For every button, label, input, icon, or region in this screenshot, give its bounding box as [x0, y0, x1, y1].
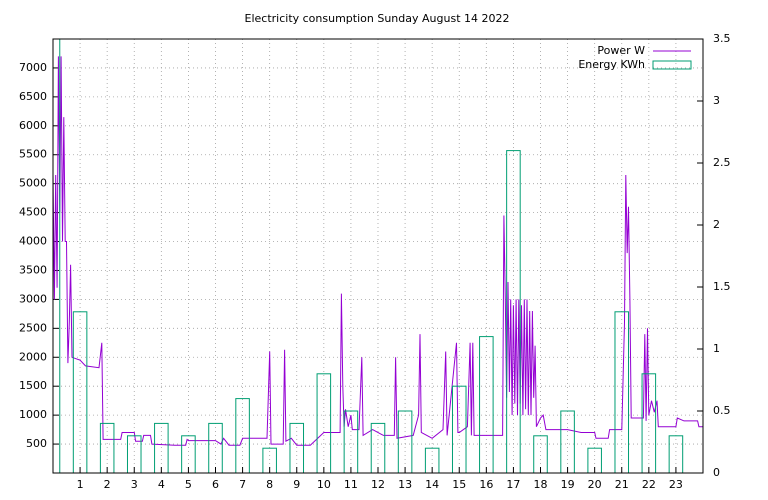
- plot-border: [52, 38, 704, 474]
- y-tick-label: 2500: [19, 321, 47, 334]
- energy-box: [262, 447, 277, 473]
- energy-box: [397, 410, 413, 473]
- energy-box: [99, 422, 115, 473]
- y2-tick-label: 1: [713, 342, 720, 355]
- y-tick-label: 7000: [19, 61, 47, 74]
- x-tick-label: 4: [158, 478, 165, 491]
- x-tick-label: 11: [344, 478, 358, 491]
- y2-tick-label: 2: [713, 218, 720, 231]
- x-tick-label: 12: [371, 478, 385, 491]
- energy-box: [587, 447, 602, 473]
- legend-label: Power W: [597, 44, 645, 57]
- x-tick-label: 3: [131, 478, 138, 491]
- y2-tick-label: 3: [713, 94, 720, 107]
- y2-tick-label: 1.5: [713, 280, 731, 293]
- y-tick-label: 5000: [19, 177, 47, 190]
- x-tick-label: 1: [77, 478, 84, 491]
- legend-label: Energy KWh: [578, 58, 645, 71]
- y-tick-label: 5500: [19, 148, 47, 161]
- y-tick-label: 500: [26, 437, 47, 450]
- y-tick-label: 3000: [19, 292, 47, 305]
- energy-box: [451, 385, 467, 473]
- x-tick-label: 21: [615, 478, 629, 491]
- energy-box: [479, 336, 494, 473]
- y2-tick-label: 2.5: [713, 156, 731, 169]
- x-tick-label: 19: [561, 478, 575, 491]
- energy-box: [560, 410, 575, 473]
- energy-box: [289, 422, 305, 473]
- x-tick-label: 6: [212, 478, 219, 491]
- x-tick-label: 18: [534, 478, 548, 491]
- x-tick-label: 15: [452, 478, 466, 491]
- y2-tick-label: 0: [713, 466, 720, 479]
- energy-box: [235, 398, 250, 473]
- energy-box: [154, 422, 169, 473]
- energy-box: [208, 422, 223, 473]
- x-tick-label: 5: [185, 478, 192, 491]
- x-tick-label: 20: [588, 478, 602, 491]
- x-tick-label: 2: [104, 478, 111, 491]
- energy-box: [506, 150, 521, 473]
- x-tick-label: 14: [425, 478, 439, 491]
- plot-area: [53, 39, 703, 473]
- y-tick-label: 6500: [19, 90, 47, 103]
- energy-box: [343, 410, 359, 473]
- y-tick-label: 3500: [19, 263, 47, 276]
- y-tick-label: 2000: [19, 350, 47, 363]
- x-tick-label: 8: [266, 478, 273, 491]
- x-tick-label: 22: [642, 478, 656, 491]
- power-line: [53, 56, 703, 446]
- x-tick-label: 17: [506, 478, 520, 491]
- x-tick-label: 16: [479, 478, 493, 491]
- legend-swatch: [652, 60, 692, 70]
- chart-title: Electricity consumption Sunday August 14…: [245, 12, 510, 25]
- x-tick-label: 7: [239, 478, 246, 491]
- y2-tick-label: 3.5: [713, 32, 731, 45]
- energy-box: [424, 447, 440, 473]
- y-tick-label: 6000: [19, 119, 47, 132]
- y-tick-label: 1000: [19, 408, 47, 421]
- y-tick-label: 4000: [19, 235, 47, 248]
- y-tick-label: 1500: [19, 379, 47, 392]
- y2-tick-label: 0.5: [713, 404, 731, 417]
- x-tick-label: 23: [669, 478, 683, 491]
- y-tick-label: 4500: [19, 206, 47, 219]
- x-tick-label: 13: [398, 478, 412, 491]
- energy-box: [370, 422, 386, 473]
- x-tick-label: 10: [317, 478, 331, 491]
- x-tick-label: 9: [293, 478, 300, 491]
